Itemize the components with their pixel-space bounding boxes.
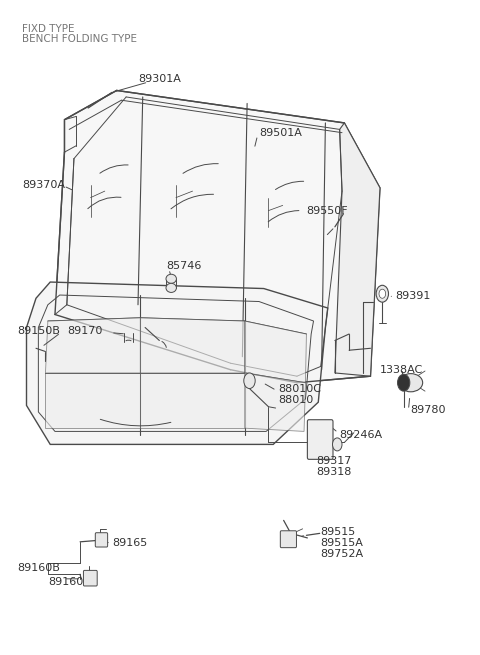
FancyBboxPatch shape	[84, 571, 97, 586]
Polygon shape	[26, 282, 328, 444]
Text: BENCH FOLDING TYPE: BENCH FOLDING TYPE	[22, 34, 137, 44]
Text: 89501A: 89501A	[259, 128, 302, 138]
Text: 1338AC: 1338AC	[380, 365, 423, 375]
Circle shape	[397, 374, 410, 391]
Circle shape	[379, 290, 385, 298]
FancyBboxPatch shape	[96, 533, 108, 547]
Text: 89170: 89170	[67, 326, 102, 336]
Ellipse shape	[166, 274, 177, 284]
FancyBboxPatch shape	[307, 420, 333, 459]
Text: 89317: 89317	[316, 456, 351, 466]
Text: 89165: 89165	[112, 538, 147, 548]
Text: 89515A: 89515A	[321, 538, 363, 548]
Ellipse shape	[166, 284, 177, 292]
Text: 89752A: 89752A	[321, 549, 364, 559]
Polygon shape	[140, 318, 245, 373]
Text: 89246A: 89246A	[340, 430, 383, 440]
Text: 89301A: 89301A	[138, 75, 181, 84]
FancyBboxPatch shape	[280, 531, 297, 548]
Text: 89370A: 89370A	[22, 179, 65, 189]
Text: 89550F: 89550F	[306, 206, 348, 215]
Text: 89515: 89515	[321, 527, 356, 537]
Polygon shape	[46, 318, 140, 373]
Ellipse shape	[399, 373, 423, 392]
Text: 89160: 89160	[48, 577, 83, 587]
Text: 89150B: 89150B	[17, 326, 60, 336]
Text: 88010C: 88010C	[278, 384, 321, 394]
Polygon shape	[46, 373, 140, 428]
Circle shape	[333, 438, 342, 451]
Polygon shape	[55, 90, 380, 383]
Circle shape	[376, 286, 388, 302]
Text: 85746: 85746	[167, 261, 202, 271]
Text: 89391: 89391	[396, 291, 431, 301]
Polygon shape	[335, 123, 380, 376]
Polygon shape	[140, 373, 245, 428]
Circle shape	[244, 373, 255, 388]
Text: FIXD TYPE: FIXD TYPE	[22, 24, 74, 33]
Text: 89160B: 89160B	[17, 563, 60, 572]
Polygon shape	[245, 321, 306, 383]
Polygon shape	[245, 373, 305, 432]
Text: 88010: 88010	[278, 395, 313, 405]
Text: 89318: 89318	[316, 466, 351, 477]
Text: 89780: 89780	[410, 405, 445, 415]
